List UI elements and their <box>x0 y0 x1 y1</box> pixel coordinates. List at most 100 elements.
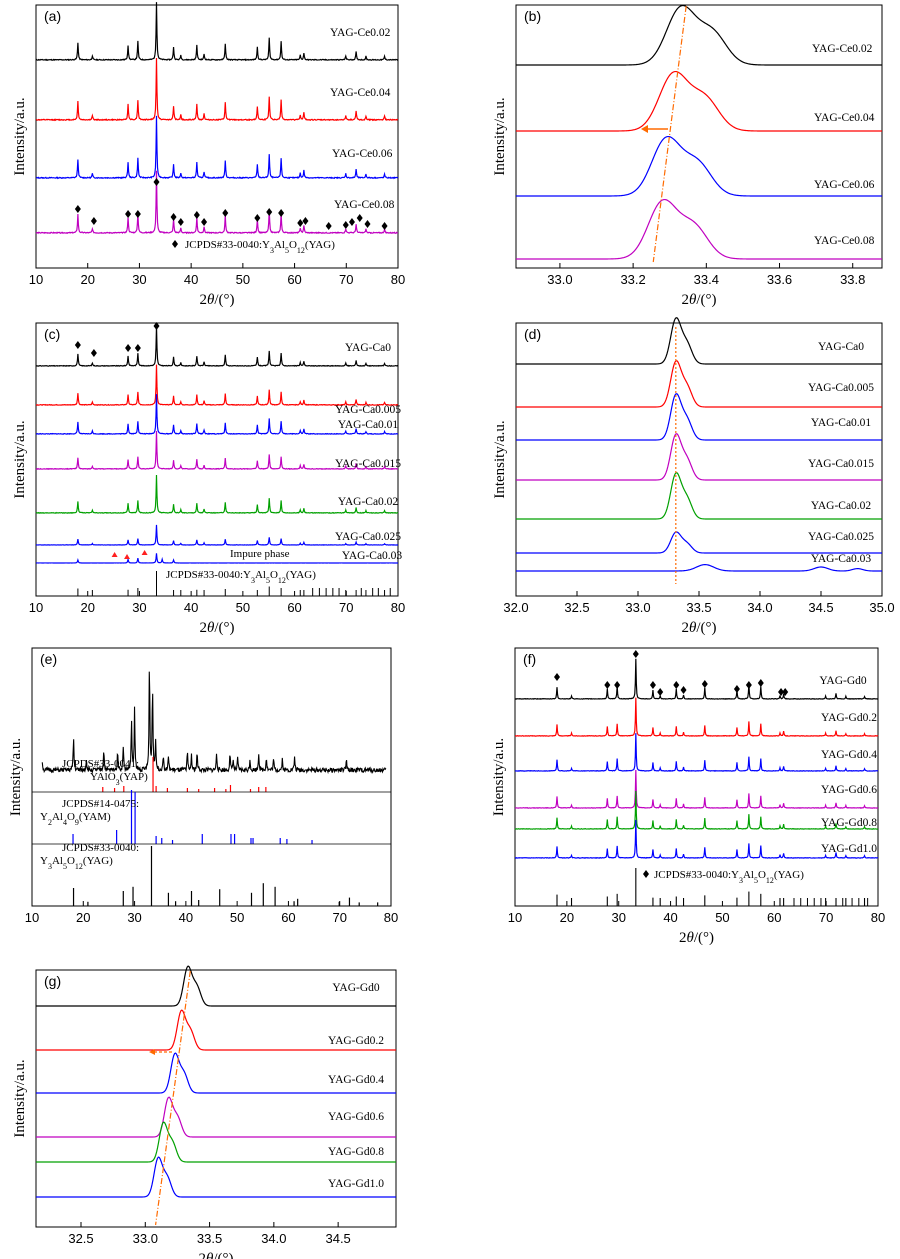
reference-name: JCPDS#14-0475: <box>62 798 139 810</box>
x-tick-label: 50 <box>230 910 244 925</box>
x-axis-label: 2θ/(°) <box>681 620 716 636</box>
x-tick-label: 80 <box>871 910 885 925</box>
reference-name: JCPDS#33-0041: <box>62 758 139 770</box>
diamond-marker <box>649 681 656 689</box>
y-axis-label: Intensity/a.u. <box>492 97 508 175</box>
series-line <box>514 697 879 737</box>
series-line <box>514 790 879 830</box>
series-line <box>35 524 399 546</box>
x-tick-label: 34.5 <box>325 1231 350 1246</box>
x-tick-label: 20 <box>560 910 574 925</box>
plot-frame <box>515 4 883 269</box>
reference-formula: YAlO3(YAP) <box>90 771 148 787</box>
diamond-marker <box>177 218 184 226</box>
y-axis-label: Intensity/a.u. <box>8 738 24 816</box>
x-tick-label: 20 <box>80 600 94 615</box>
diamond-marker <box>356 214 363 222</box>
diamond-marker <box>134 344 141 352</box>
y-axis-label: Intensity/a.u. <box>12 1059 28 1137</box>
reference-note: JCPDS#33-0040:Y3Al5O12(YAG) <box>166 569 316 585</box>
x-tick-label: 30 <box>132 272 146 287</box>
series-label: YAG-Ce0.04 <box>814 112 875 124</box>
diamond-marker <box>74 341 81 349</box>
x-tick-label: 70 <box>339 600 353 615</box>
panel-letter: (f) <box>523 651 536 667</box>
panel-letter: (a) <box>44 8 61 24</box>
series-label: YAG-Ca0.025 <box>335 531 401 543</box>
y-axis-label: Intensity/a.u. <box>491 738 507 816</box>
x-tick-label: 33.2 <box>620 272 645 287</box>
x-tick-label: 60 <box>767 910 781 925</box>
x-tick-label: 32.0 <box>503 600 528 615</box>
x-tick-label: 30 <box>611 910 625 925</box>
measured-pattern <box>41 671 387 775</box>
diamond-marker <box>172 240 178 248</box>
shift-guide-line <box>652 5 687 263</box>
x-tick-label: 35.0 <box>869 600 894 615</box>
panel-d: (d) 32.0 32.5 33.0 33.5 34.0 34.5 35.0 2θ/(°) Int… <box>492 317 895 636</box>
x-tick-label: 30 <box>132 600 146 615</box>
series-label: YAG-Gd0.4 <box>821 749 877 761</box>
diamond-marker <box>134 210 141 218</box>
x-axis-label: 2θ/(°) <box>199 620 234 636</box>
diamond-marker <box>614 681 621 689</box>
series-line <box>35 170 399 235</box>
x-axis-label: 2θ/(°) <box>681 292 716 308</box>
plot-frame <box>35 969 397 1228</box>
x-tick-label: 30 <box>127 910 141 925</box>
series-line <box>516 563 882 572</box>
series-label: YAG-Ca0 <box>818 341 864 353</box>
diamond-marker <box>745 681 752 689</box>
y-axis-label: Intensity/a.u. <box>492 420 508 498</box>
x-tick-label: 70 <box>339 272 353 287</box>
diamond-marker <box>657 688 664 696</box>
series-label: YAG-Gd0.8 <box>328 1146 384 1158</box>
panel-e: (e) 10 20 30 40 50 60 70 80 Intensity/a.u. JCPDS#3… <box>8 647 398 925</box>
plot-frame <box>35 322 399 597</box>
reference-formula: Y2Al4O9(YAM) <box>40 811 111 827</box>
series-label: YAG-Gd1.0 <box>328 1178 384 1190</box>
x-tick-label: 34.0 <box>747 600 772 615</box>
x-tick-label: 20 <box>80 272 94 287</box>
diamond-marker <box>701 680 708 688</box>
x-axis-label: 2θ/(°) <box>198 1251 233 1259</box>
y-axis-label: Intensity/a.u. <box>12 420 28 498</box>
series-line <box>516 472 882 520</box>
plot-frame <box>31 647 392 907</box>
series-line <box>35 394 399 435</box>
diamond-marker <box>278 209 285 217</box>
series-label: YAG-Ce0.06 <box>332 148 393 160</box>
x-tick-label: 60 <box>287 272 301 287</box>
x-tick-label: 50 <box>236 272 250 287</box>
series-label: YAG-Gd0.2 <box>821 712 877 724</box>
series-label: YAG-Ca0.01 <box>338 419 399 431</box>
x-tick-label: 33.0 <box>133 1231 158 1246</box>
series-line <box>35 364 399 406</box>
series-line <box>36 1009 396 1051</box>
panel-b: (b) 33.0 33.2 33.4 33.6 33.8 2θ/(°) Intensity/a… <box>492 4 883 308</box>
x-tick-label: 10 <box>508 910 522 925</box>
panel-f: (f) 10 20 30 40 50 60 70 80 2θ/(°) Intensity/a.u. Y… <box>491 647 885 946</box>
diamond-marker <box>297 219 304 227</box>
series-label: YAG-Ca0.03 <box>811 553 872 565</box>
x-tick-label: 80 <box>384 910 398 925</box>
series-line <box>35 325 399 367</box>
series-label: YAG-Ca0 <box>345 342 391 354</box>
x-tick-label: 34.0 <box>261 1231 286 1246</box>
impure-phase-marker <box>124 554 131 559</box>
series-line <box>516 70 882 132</box>
diamond-marker <box>632 650 639 658</box>
x-axis-label: 2θ/(°) <box>679 930 714 946</box>
series-line <box>35 2 399 62</box>
panel-letter: (d) <box>524 326 541 342</box>
series-line <box>514 819 879 859</box>
series-label: YAG-Gd0.4 <box>328 1074 384 1086</box>
diamond-marker <box>193 211 200 219</box>
reference-note: JCPDS#33-0040:Y3Al5O12(YAG) <box>654 869 804 885</box>
reference-name: JCPDS#33-0040: <box>62 842 139 854</box>
series-line <box>516 531 882 554</box>
series-line <box>514 658 879 700</box>
diamond-marker <box>201 218 208 226</box>
diamond-marker <box>266 208 273 216</box>
